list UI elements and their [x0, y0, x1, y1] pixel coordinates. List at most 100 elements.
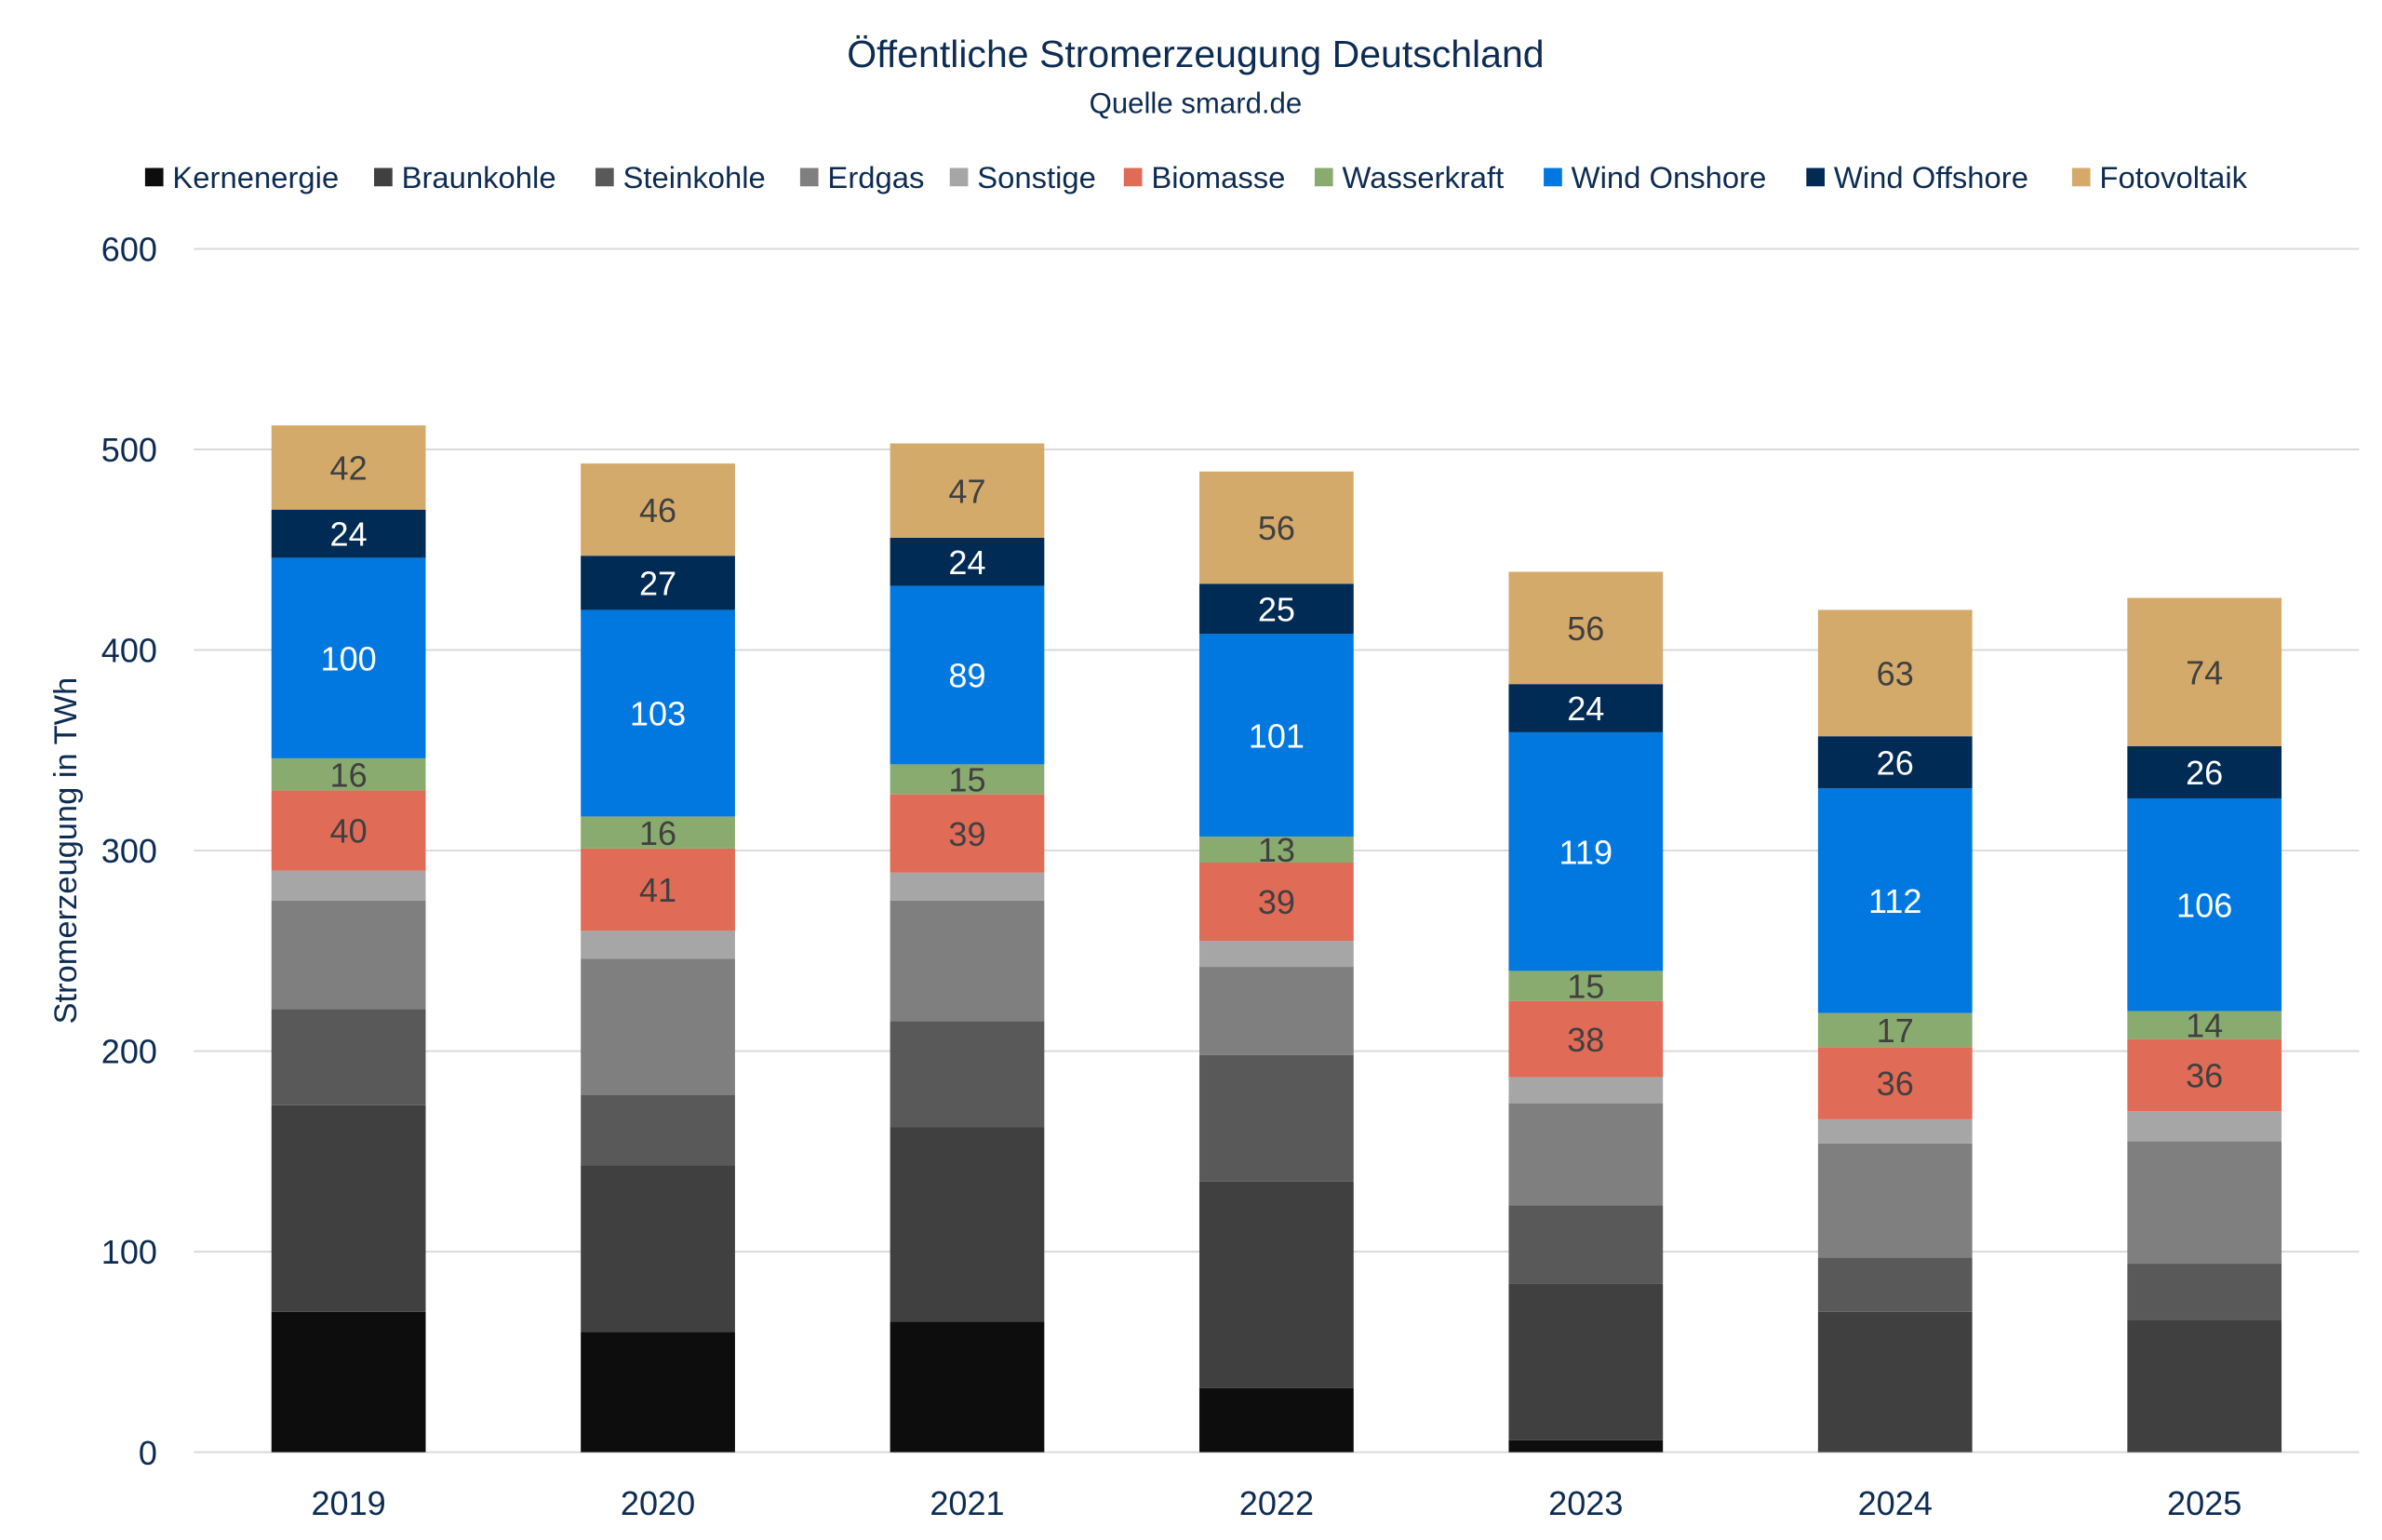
data-label: 13: [1258, 831, 1295, 869]
bar-segment: [890, 585, 1045, 765]
legend-swatch: [949, 167, 969, 187]
chart-title: Öffentliche Stromerzeugung Deutschland: [847, 33, 1544, 75]
bar-segment: [890, 1321, 1045, 1453]
bar-segment: [1508, 684, 1664, 732]
data-label: 24: [330, 516, 368, 554]
legend-swatch: [799, 167, 819, 187]
bar-segment: [271, 757, 426, 791]
data-label: 119: [1559, 833, 1613, 871]
bar-segment: [1508, 1440, 1664, 1453]
legend-item: Wind Offshore: [1806, 160, 2028, 194]
data-label: 39: [1258, 883, 1295, 921]
bar-segment: [2127, 1141, 2282, 1265]
bar-segment: [1199, 1181, 1354, 1388]
chart-subtitle: Quelle smard.de: [1090, 87, 1303, 119]
data-label: 56: [1258, 509, 1295, 547]
bar-segment: [2127, 1011, 2282, 1039]
data-label: 36: [1877, 1065, 1914, 1103]
bar-segment: [1199, 836, 1354, 863]
bar-segment: [271, 1311, 426, 1453]
data-label: 16: [639, 814, 676, 852]
x-tick-label: 2020: [621, 1484, 695, 1522]
x-tick-label: 2023: [1548, 1484, 1623, 1522]
bar-segment: [1199, 634, 1354, 837]
bar-segment: [1817, 1257, 1973, 1312]
y-tick-label: 100: [101, 1233, 157, 1271]
bar-segment: [271, 900, 426, 1010]
legend-item: Wind Onshore: [1544, 160, 1766, 194]
bar-segment: [271, 509, 426, 558]
legend-swatch: [374, 167, 393, 187]
bar-segment: [581, 1165, 735, 1332]
bar-segment: [1508, 571, 1664, 685]
bar-segment: [271, 557, 426, 758]
bar-segment: [890, 764, 1045, 795]
y-tick-label: 400: [101, 632, 157, 670]
data-label: 42: [330, 449, 368, 488]
bar-segment: [1199, 862, 1354, 942]
data-label: 56: [1567, 609, 1604, 648]
data-label: 112: [1868, 882, 1922, 920]
bar-segment: [890, 794, 1045, 873]
legend-item: Kernenergie: [144, 160, 339, 194]
legend: Kernenergie Braunkohle Steinkohle Erdgas Son…: [144, 160, 2248, 194]
data-label: 27: [639, 564, 676, 602]
legend-item: Braunkohle: [374, 160, 556, 194]
bar-segment: [581, 609, 735, 817]
bar-segment: [581, 1095, 735, 1166]
bar-segment: [271, 870, 426, 901]
data-label: 24: [1567, 690, 1604, 728]
legend-label: Fotovoltaik: [2099, 160, 2247, 194]
data-label: 74: [2186, 653, 2223, 691]
bar-segment: [1817, 1311, 1973, 1453]
data-label: 47: [948, 472, 985, 510]
data-label: 15: [1567, 968, 1604, 1006]
bar-segment: [271, 790, 426, 871]
bar-segment: [890, 1021, 1045, 1128]
data-label: 39: [948, 815, 985, 853]
bar-segment: [1199, 583, 1354, 635]
legend-item: Erdgas: [799, 160, 924, 194]
bar-segment: [2127, 597, 2282, 746]
data-label: 63: [1877, 654, 1914, 692]
bar-segment: [271, 1009, 426, 1105]
bar-segment: [1199, 941, 1354, 968]
legend-label: Erdgas: [827, 160, 924, 194]
bar-segment: [581, 463, 735, 556]
x-tick-label: 2024: [1858, 1484, 1933, 1522]
bar-segment: [890, 1127, 1045, 1322]
y-tick-label: 500: [101, 431, 157, 469]
legend-label: Biomasse: [1151, 160, 1285, 194]
bar-segment: [890, 443, 1045, 538]
bar-segment: [581, 816, 735, 849]
legend-swatch: [1806, 167, 1826, 187]
data-label: 46: [639, 491, 676, 529]
bar-segment: [1508, 1283, 1664, 1440]
y-tick-label: 200: [101, 1033, 157, 1071]
bar-segment: [1817, 1143, 1973, 1258]
bar-segment: [2127, 745, 2282, 799]
bar-segment: [1199, 967, 1354, 1055]
data-label: 103: [630, 695, 686, 733]
y-tick-label: 0: [139, 1434, 157, 1472]
bar-segment: [890, 872, 1045, 901]
data-label: 101: [1249, 716, 1305, 755]
legend-swatch: [1314, 167, 1333, 187]
bar-segment: [581, 931, 735, 959]
bar-segment: [2127, 1111, 2282, 1142]
bar-segment: [1508, 1000, 1664, 1078]
legend-label: Wind Offshore: [1834, 160, 2028, 194]
bar-segment: [1817, 1012, 1973, 1048]
legend-item: Sonstige: [949, 160, 1096, 194]
bar-segment: [2127, 798, 2282, 1011]
legend-label: Steinkohle: [623, 160, 766, 194]
legend-swatch: [144, 167, 164, 187]
bar-segment: [2127, 1319, 2282, 1453]
x-tick-label: 2022: [1239, 1484, 1314, 1522]
bar-segment: [1508, 1205, 1664, 1284]
data-label: 15: [948, 761, 985, 799]
data-label: 106: [2176, 886, 2232, 924]
legend-label: Kernenergie: [172, 160, 339, 194]
data-label: 41: [639, 871, 676, 909]
bar-segment: [890, 900, 1045, 1022]
